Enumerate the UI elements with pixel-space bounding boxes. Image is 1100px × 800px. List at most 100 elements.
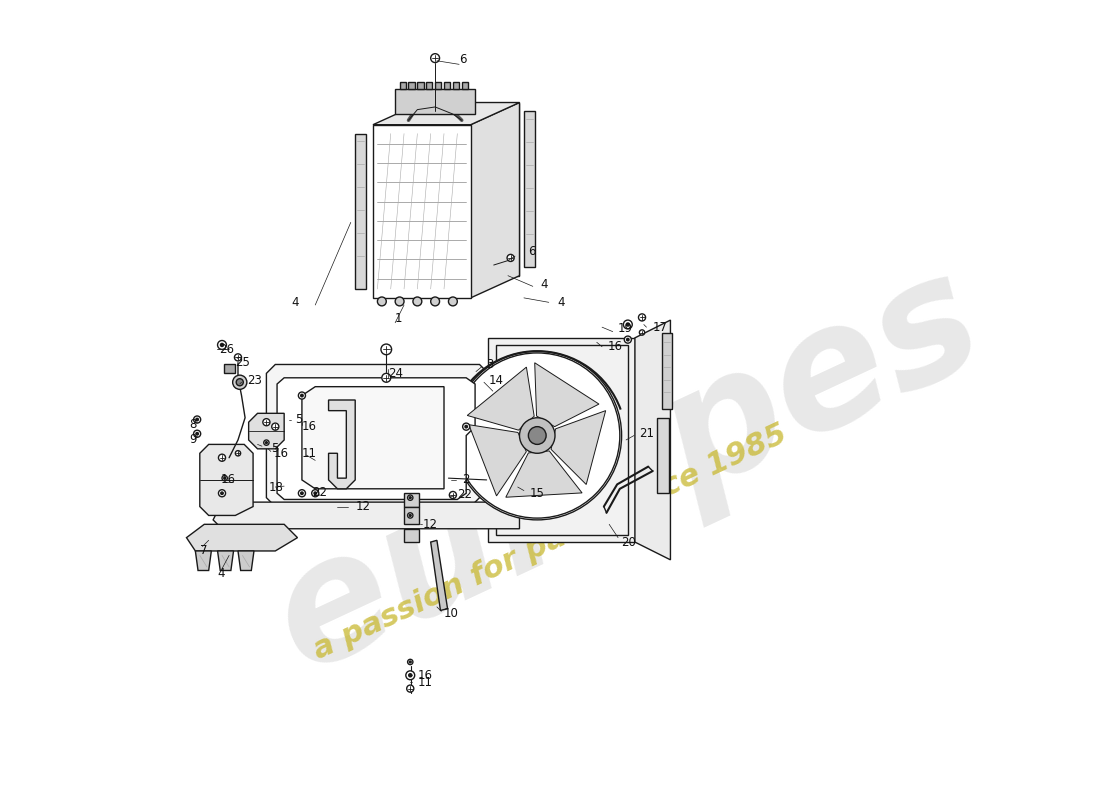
Circle shape — [219, 490, 225, 497]
Polygon shape — [404, 506, 419, 524]
Polygon shape — [444, 82, 450, 89]
Polygon shape — [524, 111, 535, 266]
Text: 22: 22 — [458, 488, 472, 501]
Circle shape — [463, 423, 470, 430]
Circle shape — [431, 297, 440, 306]
Polygon shape — [453, 82, 459, 89]
Polygon shape — [417, 82, 424, 89]
Text: 4: 4 — [540, 278, 548, 291]
Circle shape — [409, 514, 411, 516]
Text: 17: 17 — [652, 321, 668, 334]
Polygon shape — [329, 400, 355, 489]
Polygon shape — [301, 386, 444, 489]
Polygon shape — [249, 414, 284, 449]
Text: 16: 16 — [301, 420, 317, 433]
Polygon shape — [657, 418, 669, 494]
Text: 16: 16 — [221, 474, 236, 486]
Text: 24: 24 — [388, 367, 403, 380]
Circle shape — [220, 343, 223, 346]
Polygon shape — [213, 502, 519, 529]
Circle shape — [449, 491, 456, 498]
Text: 6: 6 — [528, 246, 536, 258]
Polygon shape — [661, 334, 672, 409]
Polygon shape — [355, 134, 366, 289]
Text: 15: 15 — [529, 486, 544, 500]
Circle shape — [298, 490, 306, 497]
Text: 16: 16 — [607, 340, 623, 354]
Polygon shape — [373, 102, 519, 125]
Polygon shape — [373, 125, 471, 298]
Polygon shape — [408, 82, 415, 89]
Circle shape — [300, 394, 304, 397]
Text: 6: 6 — [459, 54, 466, 66]
Circle shape — [219, 454, 225, 462]
Text: 22: 22 — [312, 486, 328, 499]
Circle shape — [235, 450, 241, 456]
Polygon shape — [421, 102, 519, 276]
Polygon shape — [187, 524, 297, 551]
Circle shape — [431, 54, 440, 62]
Polygon shape — [471, 102, 519, 298]
Polygon shape — [196, 551, 211, 570]
Text: 8: 8 — [189, 418, 197, 431]
Polygon shape — [635, 320, 670, 560]
Circle shape — [314, 492, 317, 494]
Circle shape — [406, 671, 415, 680]
Circle shape — [409, 497, 411, 498]
Circle shape — [624, 320, 632, 329]
Text: 1: 1 — [395, 312, 403, 325]
Polygon shape — [200, 445, 253, 515]
Polygon shape — [399, 82, 406, 89]
Text: 16: 16 — [274, 446, 288, 460]
Polygon shape — [238, 551, 254, 570]
Text: 26: 26 — [219, 343, 234, 356]
Circle shape — [528, 426, 546, 445]
Circle shape — [465, 426, 468, 428]
Text: 12: 12 — [422, 518, 438, 531]
Polygon shape — [468, 367, 535, 430]
Circle shape — [395, 297, 404, 306]
Circle shape — [408, 659, 412, 665]
Polygon shape — [462, 82, 468, 89]
Text: 20: 20 — [621, 535, 637, 549]
Text: 10: 10 — [444, 606, 459, 620]
Circle shape — [382, 374, 390, 382]
Circle shape — [263, 418, 270, 426]
Polygon shape — [218, 551, 233, 570]
Circle shape — [626, 323, 629, 326]
Text: 2: 2 — [462, 474, 470, 486]
Circle shape — [408, 495, 412, 500]
Text: 4: 4 — [558, 296, 565, 309]
Text: 11: 11 — [417, 676, 432, 689]
Circle shape — [409, 661, 411, 663]
Circle shape — [625, 336, 631, 343]
Polygon shape — [266, 365, 488, 506]
Text: europes: europes — [249, 237, 1007, 706]
Text: a passion for parts since 1985: a passion for parts since 1985 — [309, 419, 792, 665]
Text: 4: 4 — [218, 566, 226, 580]
Text: 14: 14 — [488, 374, 504, 387]
Circle shape — [223, 478, 225, 479]
Text: 18: 18 — [270, 481, 284, 494]
Text: 11: 11 — [301, 446, 317, 460]
Polygon shape — [404, 529, 419, 542]
Circle shape — [298, 392, 306, 399]
Circle shape — [381, 344, 392, 354]
Polygon shape — [395, 89, 475, 114]
Polygon shape — [436, 82, 441, 89]
Circle shape — [264, 440, 270, 446]
Circle shape — [272, 423, 278, 430]
Circle shape — [409, 674, 411, 677]
Circle shape — [196, 418, 198, 421]
Circle shape — [233, 375, 246, 390]
Circle shape — [236, 378, 243, 386]
Polygon shape — [469, 425, 526, 496]
Text: 23: 23 — [246, 374, 262, 387]
Polygon shape — [223, 365, 235, 374]
Text: 25: 25 — [235, 356, 250, 370]
Text: 9: 9 — [189, 434, 197, 446]
Circle shape — [377, 297, 386, 306]
Circle shape — [638, 314, 646, 321]
Polygon shape — [426, 82, 432, 89]
Polygon shape — [535, 362, 600, 426]
